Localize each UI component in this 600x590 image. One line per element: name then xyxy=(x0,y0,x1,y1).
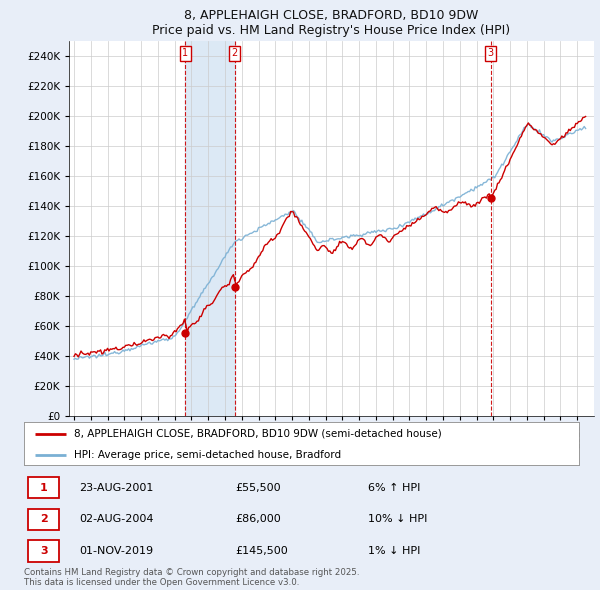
Text: 02-AUG-2004: 02-AUG-2004 xyxy=(79,514,154,525)
Text: 3: 3 xyxy=(487,48,494,58)
FancyBboxPatch shape xyxy=(28,540,59,562)
Text: 2: 2 xyxy=(232,48,238,58)
Text: 10% ↓ HPI: 10% ↓ HPI xyxy=(368,514,427,525)
Title: 8, APPLEHAIGH CLOSE, BRADFORD, BD10 9DW
Price paid vs. HM Land Registry's House : 8, APPLEHAIGH CLOSE, BRADFORD, BD10 9DW … xyxy=(152,9,511,37)
Text: 2: 2 xyxy=(40,514,47,525)
Text: 23-AUG-2001: 23-AUG-2001 xyxy=(79,483,154,493)
Text: 3: 3 xyxy=(40,546,47,556)
Text: £55,500: £55,500 xyxy=(235,483,281,493)
Bar xyxy=(185,41,235,416)
Text: 1: 1 xyxy=(182,48,188,58)
FancyBboxPatch shape xyxy=(28,477,59,498)
Text: 1: 1 xyxy=(40,483,47,493)
Text: £145,500: £145,500 xyxy=(235,546,287,556)
Text: HPI: Average price, semi-detached house, Bradford: HPI: Average price, semi-detached house,… xyxy=(74,450,341,460)
Text: 8, APPLEHAIGH CLOSE, BRADFORD, BD10 9DW (semi-detached house): 8, APPLEHAIGH CLOSE, BRADFORD, BD10 9DW … xyxy=(74,429,442,439)
Text: 01-NOV-2019: 01-NOV-2019 xyxy=(79,546,154,556)
FancyBboxPatch shape xyxy=(28,509,59,530)
Text: 1% ↓ HPI: 1% ↓ HPI xyxy=(368,546,421,556)
Text: 6% ↑ HPI: 6% ↑ HPI xyxy=(368,483,421,493)
Text: £86,000: £86,000 xyxy=(235,514,281,525)
Text: Contains HM Land Registry data © Crown copyright and database right 2025.
This d: Contains HM Land Registry data © Crown c… xyxy=(24,568,359,587)
